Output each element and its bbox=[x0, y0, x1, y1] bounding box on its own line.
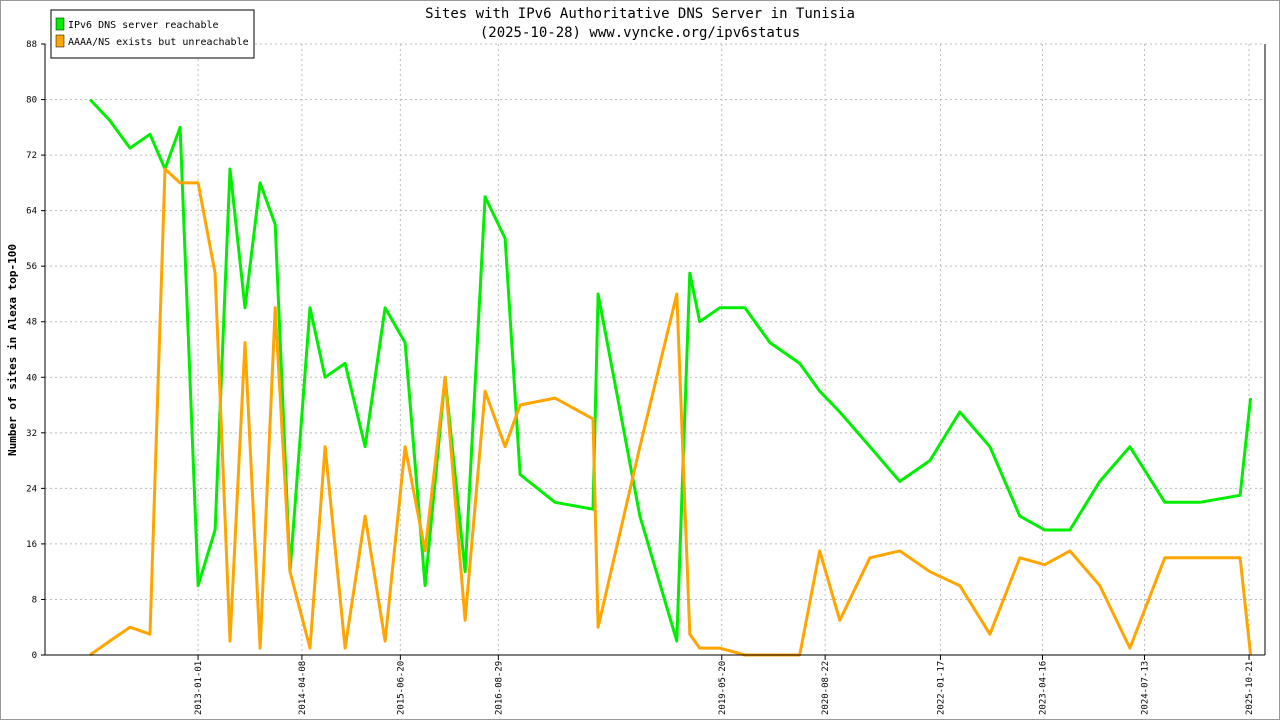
y-tick-label: 32 bbox=[26, 429, 37, 439]
x-tick-label: 2015-06-20 bbox=[396, 661, 406, 715]
legend-swatch bbox=[55, 17, 65, 31]
x-tick-label: 2022-01-17 bbox=[936, 661, 946, 715]
x-tick-label: 2024-07-13 bbox=[1141, 661, 1151, 715]
legend-label: IPv6 DNS server reachable bbox=[68, 20, 219, 31]
y-tick-label: 72 bbox=[26, 151, 37, 161]
y-tick-label: 64 bbox=[26, 207, 37, 217]
y-tick-label: 8 bbox=[32, 595, 37, 605]
legend-label: AAAA/NS exists but unreachable bbox=[68, 37, 249, 48]
y-tick-label: 0 bbox=[32, 651, 37, 661]
y-tick-label: 24 bbox=[26, 484, 37, 494]
y-tick-label: 80 bbox=[26, 96, 37, 106]
x-tick-label: 2019-05-20 bbox=[718, 661, 728, 715]
y-tick-label: 16 bbox=[26, 540, 37, 550]
x-tick-label: 2016-08-29 bbox=[494, 661, 504, 715]
chart-title: Sites with IPv6 Authoritative DNS Server… bbox=[425, 6, 855, 22]
legend: IPv6 DNS server reachable AAAA/NS exists … bbox=[50, 9, 255, 59]
series-line bbox=[89, 167, 1253, 657]
y-tick-label: 40 bbox=[26, 373, 37, 383]
x-tick-label: 2023-04-16 bbox=[1038, 661, 1048, 715]
plot bbox=[88, 98, 1253, 657]
x-tick-label: 2025-10-21 bbox=[1245, 661, 1255, 715]
x-tick-label: 2013-01-01 bbox=[194, 661, 204, 715]
legend-box bbox=[50, 9, 255, 59]
y-tick-label: 88 bbox=[26, 40, 37, 50]
grid bbox=[45, 43, 1265, 656]
chart-subtitle: (2025-10-28) www.vyncke.org/ipv6status bbox=[480, 25, 800, 41]
x-tick-label: 2020-08-22 bbox=[821, 661, 831, 715]
axes: 0 8 16 24 32 40 48 56 64 72 80 88 2013-01-01 2014-04-… bbox=[26, 40, 1266, 715]
y-tick-label: 56 bbox=[26, 262, 37, 272]
y-tick-label: 48 bbox=[26, 318, 37, 328]
y-axis-label: Number of sites in Alexa top-100 bbox=[6, 244, 19, 456]
legend-swatch bbox=[55, 34, 65, 48]
series-line bbox=[88, 98, 1253, 643]
x-tick-label: 2014-04-08 bbox=[298, 661, 308, 715]
